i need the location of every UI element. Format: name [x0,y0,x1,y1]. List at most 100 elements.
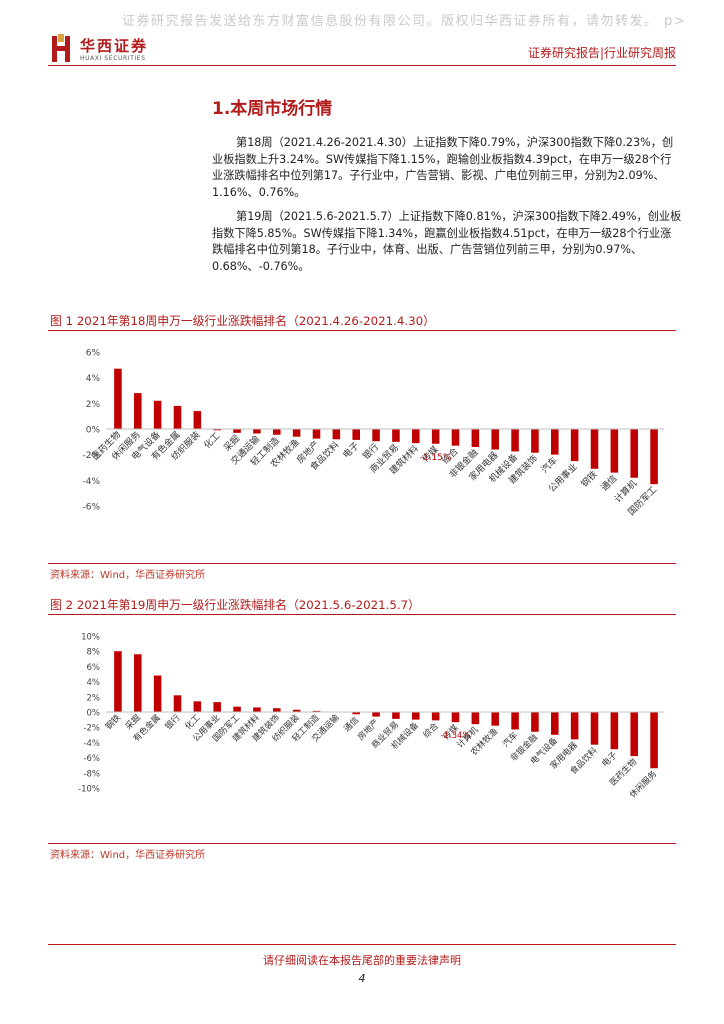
bar [114,368,122,429]
bar [610,712,619,750]
category-label: 通信 [598,472,619,493]
bar [412,712,420,720]
bar [114,651,122,712]
category-label: 汽车 [500,730,520,750]
figure-1-bar-chart: 6%4%2%0%-2%-4%-6%医药生物休闲服务电气设备有色金属纺织服装 化工采… [82,349,664,518]
y-tick-label: 2% [87,693,101,703]
header-divider [48,65,676,66]
category-label: 银行 [163,712,183,732]
bar [253,707,261,712]
y-tick-label: -6% [83,754,100,764]
category-label: 钢铁 [578,468,599,489]
category-label: 电子 [340,440,361,461]
huaxi-logo-icon [52,34,70,62]
bar [312,429,321,439]
section-title: 1.本周市场行情 [212,99,333,119]
footer-divider [48,944,676,945]
y-tick-label: 0% [87,709,101,719]
bar [531,429,539,453]
bar [570,712,579,740]
bar [650,429,658,485]
y-tick-label: -2% [82,451,100,461]
bar [213,429,221,431]
bar [193,701,202,712]
logo-chinese-name: 华西证券 [80,37,149,55]
bar [511,712,519,730]
bar [352,429,360,440]
bar [273,429,281,435]
bar [392,712,400,719]
bar [431,712,440,721]
bar [630,712,638,757]
figure-2-bar-chart: 10%8%6%4%2%0%-2%-4%-6%-8%-10%钢铁 采掘有色金属 银行化… [78,633,664,800]
bar [292,429,301,437]
bar [551,712,559,735]
bar [650,712,658,769]
bar [551,429,559,455]
category-label: 化工 [201,430,222,451]
highlight-data-label: -1.34% [440,731,470,741]
bar [292,709,301,712]
bar [233,706,241,712]
category-label: 钢铁 [103,712,123,732]
category-label: 电子 [600,749,620,769]
bar [233,429,241,433]
figure-2-title: 图 2 2021年第19周申万一级行业涨跌幅排名（2021.5.6-2021.5… [50,598,420,612]
bar [491,429,499,450]
bar [491,712,499,726]
bar [590,429,599,469]
y-tick-label: 4% [86,374,101,384]
company-logo: 华西证券 HUAXI SECURITIES [50,34,180,68]
watermark-text: 证券研究报告发送给东方财富信息股份有限公司。版权归华西证券所有，请勿转发。 p> [122,14,687,29]
bar [153,675,162,712]
bar [253,429,261,434]
figure-1-source: 资料来源：Wind，华西证券研究所 [50,570,206,581]
category-label: 休闲服务 [627,768,659,800]
category-label: 汽车 [539,454,560,475]
paragraph-week-18: 第18周（2021.4.26-2021.4.30）上证指数下降0.79%，沪深3… [212,136,674,199]
bar [134,393,142,429]
bar [590,712,599,745]
y-tick-label: 10% [81,633,100,643]
y-tick-label: 8% [87,648,101,658]
y-tick-label: -4% [83,739,100,749]
bar [431,429,440,444]
bar [134,654,142,712]
bar [173,695,182,712]
bar [531,712,539,732]
bar [193,411,202,429]
y-tick-label: -4% [82,477,100,487]
bar [451,429,460,446]
bar [173,405,182,429]
bar [372,712,380,717]
bar [412,429,420,444]
bar [352,712,360,715]
y-tick-label: 2% [86,400,101,410]
bar [153,400,162,429]
bar [392,429,400,442]
figure-2-bottom-rule [48,843,676,844]
bar [213,702,221,712]
legal-notice: 请仔细阅读在本报告尾部的重要法律声明 [263,954,461,967]
y-tick-label: -8% [83,769,100,779]
bar [273,708,281,712]
figure-1-top-rule [48,330,676,331]
highlight-data-label: -1.15% [420,453,452,463]
bar [610,429,619,473]
figure-1-title: 图 1 2021年第18周申万一级行业涨跌幅排名（2021.4.26-2021.… [50,314,435,328]
paragraph-week-19: 第19周（2021.5.6-2021.5.7）上证指数下降0.81%，沪深300… [212,210,682,273]
bar [630,429,638,478]
y-tick-label: 6% [86,349,101,359]
bar [570,429,579,462]
y-tick-label: -10% [78,785,100,795]
page-number: 4 [358,972,366,985]
bar [332,429,341,440]
bar [372,429,380,442]
bar [511,429,519,452]
y-tick-label: 4% [87,678,101,688]
logo-english-name: HUAXI SECURITIES [80,55,146,62]
figure-2-source: 资料来源：Wind，华西证券研究所 [50,850,206,861]
y-tick-label: -6% [82,503,100,513]
figure-2-top-rule [48,614,676,615]
report-type-label: 证券研究报告|行业研究周报 [527,46,676,60]
